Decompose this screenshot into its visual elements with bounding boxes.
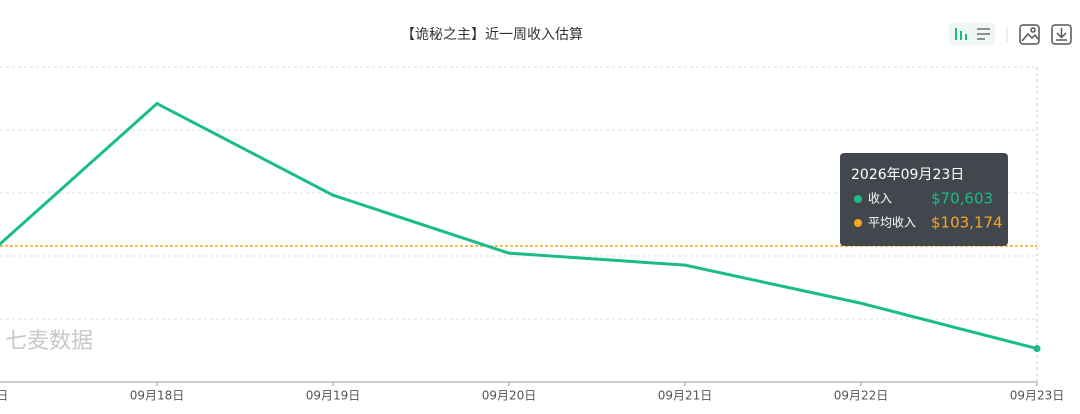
x-tick-label: 09月18日	[130, 389, 185, 403]
download-icon[interactable]	[1051, 24, 1072, 45]
tooltip-box	[840, 153, 1008, 246]
tooltip-value: $103,174	[931, 214, 1003, 232]
point	[507, 251, 511, 255]
x-tick-label: 09月19日	[306, 389, 361, 403]
tooltip-dot	[854, 195, 862, 203]
point	[155, 102, 159, 106]
chart-view-icon[interactable]	[955, 28, 967, 40]
tooltip-value: $70,603	[931, 190, 993, 208]
watermark: 七麦数据	[5, 329, 93, 354]
point	[683, 263, 687, 267]
tooltip-title: 2026年09月23日	[851, 167, 964, 183]
x-tick-label: 09月21日	[658, 389, 713, 403]
toolbar	[949, 23, 1072, 45]
x-tick-label: 09月17日	[0, 389, 8, 403]
image-icon[interactable]	[1019, 24, 1040, 45]
tooltip-name: 平均收入	[868, 216, 916, 230]
x-tick-label: 09月23日	[1010, 389, 1065, 403]
point	[859, 301, 863, 305]
point	[331, 193, 335, 197]
x-tick-label: 09月20日	[482, 389, 537, 403]
table-view-icon[interactable]	[977, 28, 990, 40]
point	[1033, 345, 1041, 353]
tooltip-dot	[854, 219, 862, 227]
x-tick-label: 09月22日	[834, 389, 889, 403]
tooltip-name: 收入	[868, 192, 892, 206]
chart-title: 【诡秘之主】近一周收入估算	[401, 27, 583, 43]
